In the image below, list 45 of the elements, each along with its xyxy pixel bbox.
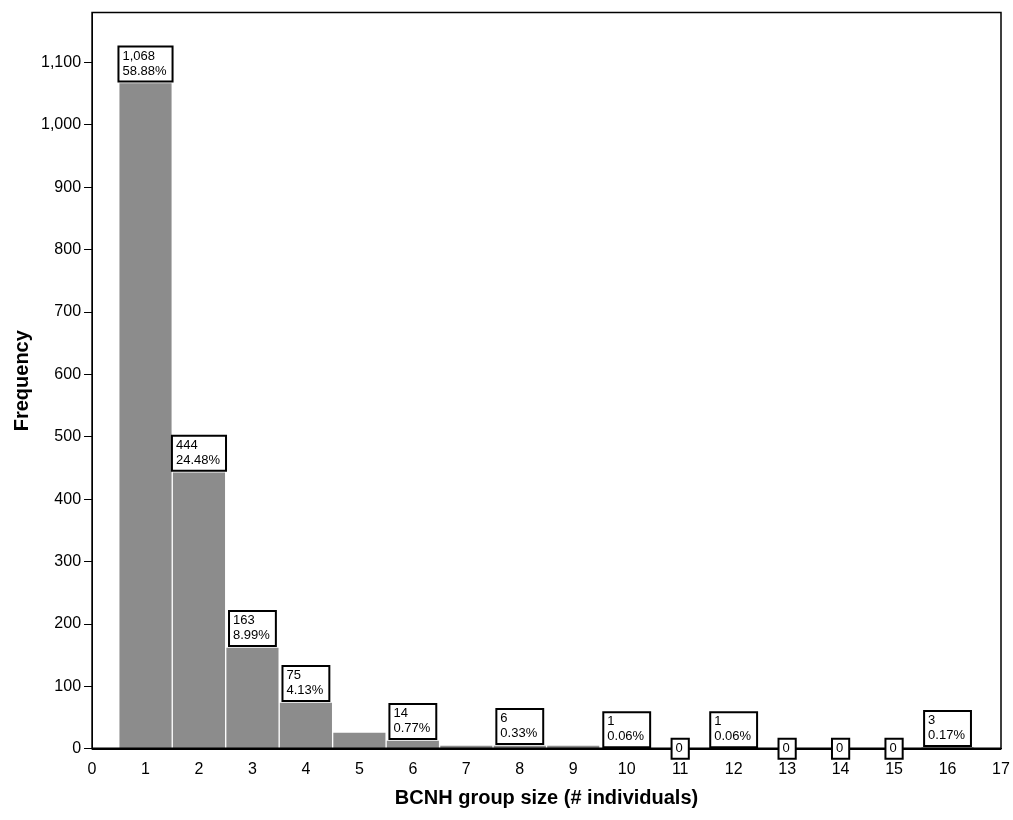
y-tick-label: 300 bbox=[54, 552, 82, 570]
data-label: 0 bbox=[835, 739, 844, 755]
data-label: 1 0.06% bbox=[714, 713, 752, 744]
x-tick-label: 8 bbox=[515, 759, 525, 777]
data-label: 0 bbox=[675, 739, 683, 755]
y-tick-label: 700 bbox=[54, 302, 82, 320]
x-tick-label: 5 bbox=[354, 759, 364, 777]
y-tick-label: 800 bbox=[54, 240, 82, 258]
x-tick-label: 12 bbox=[724, 759, 743, 777]
x-tick-label: 7 bbox=[461, 759, 471, 777]
y-tick-label: 200 bbox=[54, 614, 82, 632]
data-label: 1,068 58.88% bbox=[122, 47, 167, 78]
data-label: 1 0.06% bbox=[607, 713, 645, 744]
data-label: 163 8.99% bbox=[233, 612, 271, 643]
x-tick-label: 17 bbox=[992, 759, 1010, 777]
x-tick-label: 16 bbox=[938, 759, 957, 777]
y-axis-title: Frequency bbox=[9, 329, 32, 432]
x-tick-label: 10 bbox=[617, 759, 636, 777]
y-tick-label: 400 bbox=[54, 489, 82, 507]
y-tick-label: 0 bbox=[72, 739, 82, 757]
y-tick-label: 500 bbox=[54, 427, 82, 445]
x-tick-label: 2 bbox=[194, 759, 204, 777]
data-label: 6 0.33% bbox=[500, 710, 538, 741]
x-tick-label: 4 bbox=[301, 759, 311, 777]
data-label: 75 4.13% bbox=[286, 667, 324, 698]
x-tick-label: 15 bbox=[885, 759, 904, 777]
x-tick-label: 11 bbox=[671, 759, 689, 777]
x-tick-label: 3 bbox=[247, 759, 257, 777]
y-tick-label: 100 bbox=[54, 676, 82, 694]
data-label: 0 bbox=[889, 739, 897, 755]
y-tick-label: 900 bbox=[54, 177, 82, 195]
data-label: 0 bbox=[782, 739, 790, 755]
y-tick-label: 600 bbox=[54, 364, 82, 382]
x-tick-label: 0 bbox=[87, 759, 97, 777]
y-tick-label: 1,000 bbox=[40, 115, 82, 133]
x-tick-label: 9 bbox=[568, 759, 578, 777]
data-label: 444 24.48% bbox=[175, 436, 221, 467]
x-tick-label: 13 bbox=[778, 759, 797, 777]
x-axis-title: BCNH group size (# individuals) bbox=[394, 785, 699, 808]
y-tick-label: 1,100 bbox=[40, 52, 82, 70]
data-label: 3 0.17% bbox=[928, 712, 966, 743]
data-label: 14 0.77% bbox=[393, 705, 431, 736]
x-tick-label: 14 bbox=[831, 759, 850, 777]
x-tick-label: 1 bbox=[141, 759, 151, 777]
x-tick-label: 6 bbox=[408, 759, 418, 777]
